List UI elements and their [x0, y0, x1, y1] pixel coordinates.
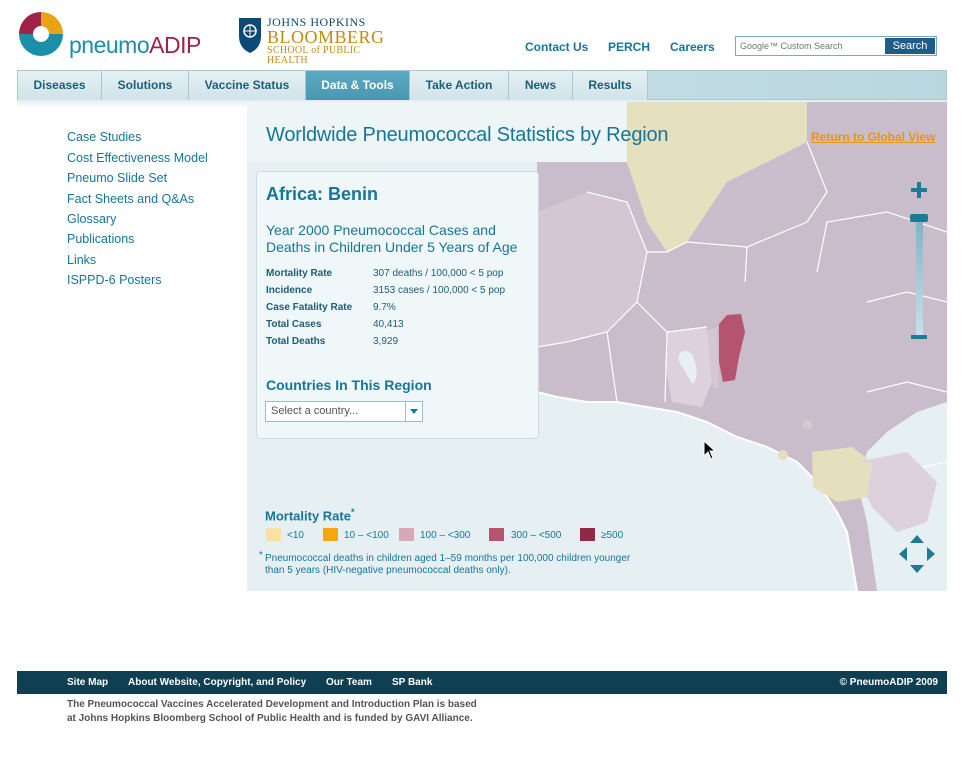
stat-label-incidence: Incidence: [266, 285, 313, 296]
search-button[interactable]: Search: [885, 38, 935, 54]
nav-vaccine-status[interactable]: Vaccine Status: [189, 71, 306, 100]
footnote-mark: *: [259, 550, 263, 561]
main-nav: Diseases Solutions Vaccine Status Data &…: [17, 70, 947, 100]
nav-data-tools[interactable]: Data & Tools: [306, 71, 410, 100]
legend-title: Mortality Rate*: [265, 507, 355, 524]
legend-swatch-lt10: [266, 528, 281, 541]
legend-swatch-300-500: [489, 528, 504, 541]
sidebar-item-isppd-6-posters[interactable]: ISPPD-6 Posters: [67, 273, 162, 287]
zoom-slider-track[interactable]: [916, 217, 923, 337]
legend-swatch-100-300: [399, 528, 414, 541]
country-title: Africa: Benin: [266, 184, 379, 204]
stat-value-mortality-rate: 307 deaths / 100,000 < 5 pop: [373, 268, 504, 279]
footer-bar: Site Map About Website, Copyright, and P…: [17, 671, 947, 694]
sidebar-item-glossary[interactable]: Glossary: [67, 212, 117, 226]
return-to-global-view-link[interactable]: Return to Global View: [811, 130, 936, 144]
region-map[interactable]: [247, 102, 947, 591]
shield-icon: [239, 18, 261, 53]
sidebar-item-links[interactable]: Links: [67, 253, 97, 267]
pneumoadip-logo-icon: [19, 12, 63, 56]
search-input[interactable]: [738, 38, 886, 54]
country-select-value: Select a country...: [271, 405, 359, 417]
map-coastline: [536, 391, 858, 591]
pneumoadip-logo[interactable]: pneumoADIP: [17, 10, 217, 62]
map-lake-volta: [678, 350, 697, 384]
logo-text: pneumoADIP: [69, 32, 201, 58]
pan-control-icon[interactable]: [897, 533, 937, 575]
sidebar-item-publications[interactable]: Publications: [67, 232, 135, 246]
zoom-in-icon[interactable]: [909, 180, 929, 200]
footer-link-our-team[interactable]: Our Team: [326, 677, 372, 688]
zoom-slider-handle[interactable]: [910, 214, 928, 222]
perch-link[interactable]: PERCH: [608, 40, 651, 54]
legend-label-gte500: ≥500: [601, 530, 624, 541]
stat-value-total-deaths: 3,929: [373, 336, 399, 347]
map-country-benin: [719, 314, 745, 382]
sidebar-item-pneumo-slide-set[interactable]: Pneumo Slide Set: [67, 171, 168, 185]
country-info-panel: Africa: Benin Year 2000 Pneumococcal Cas…: [256, 171, 539, 439]
chevron-down-icon[interactable]: [405, 402, 422, 421]
stat-label-mortality-rate: Mortality Rate: [266, 268, 333, 279]
map-country-west: [537, 192, 647, 347]
footer-text-line2: at Johns Hopkins Bloomberg School of Pub…: [67, 713, 473, 724]
stat-label-total-cases: Total Cases: [266, 319, 322, 330]
legend-swatch-gte500: [580, 528, 595, 541]
nav-results[interactable]: Results: [573, 71, 648, 100]
map-country-togo: [707, 328, 719, 389]
legend-label-10-100: 10 – <100: [344, 530, 389, 541]
stat-label-case-fatality-rate: Case Fatality Rate: [266, 302, 353, 313]
sidebar-item-fact-sheets[interactable]: Fact Sheets and Q&As: [67, 192, 195, 206]
footer-link-about-website[interactable]: About Website, Copyright, and Policy: [128, 677, 307, 688]
countries-in-region-heading: Countries In This Region: [266, 377, 432, 393]
nav-diseases[interactable]: Diseases: [18, 71, 102, 100]
careers-link[interactable]: Careers: [670, 40, 715, 54]
footer-text-line1: The Pneumococcal Vaccines Accelerated De…: [67, 699, 477, 710]
nav-solutions[interactable]: Solutions: [102, 71, 189, 100]
jhu-bloomberg-logo[interactable]: JOHNS HOPKINS BLOOMBERG SCHOOL of PUBLIC…: [237, 16, 384, 66]
map-country-congo: [857, 452, 937, 532]
footer-text: The Pneumococcal Vaccines Accelerated De…: [67, 698, 527, 726]
sidebar-item-cost-effectiveness-model[interactable]: Cost Effectiveness Model: [67, 151, 208, 165]
country-select[interactable]: Select a country...: [265, 401, 423, 422]
map-island-bioko: [802, 420, 812, 430]
jhu-line1: JOHNS HOPKINS: [267, 15, 366, 29]
contact-us-link[interactable]: Contact Us: [525, 40, 589, 54]
mouse-cursor-icon: [703, 440, 717, 460]
map-country-nigeria: [739, 272, 887, 432]
sidebar-item-case-studies[interactable]: Case Studies: [67, 130, 142, 144]
map-island-sao-tome: [778, 450, 788, 460]
map-area: Worldwide Pneumococcal Statistics by Reg…: [247, 102, 947, 591]
zoom-out-icon[interactable]: [909, 331, 929, 343]
map-title: Worldwide Pneumococcal Statistics by Reg…: [266, 124, 669, 146]
nav-news[interactable]: News: [509, 71, 573, 100]
jhu-line2: BLOOMBERG: [267, 27, 385, 47]
map-country-gabon: [812, 447, 872, 502]
jhu-line3: SCHOOL of PUBLIC HEALTH: [267, 45, 361, 66]
stats-heading: Year 2000 Pneumococcal Cases and Deaths …: [266, 222, 518, 255]
legend-swatch-10-100: [323, 528, 338, 541]
legend-footnote: Pneumococcal deaths in children aged 1–5…: [265, 553, 631, 576]
stat-value-incidence: 3153 cases / 100,000 < 5 pop: [373, 285, 506, 296]
legend-label-100-300: 100 – <300: [420, 530, 471, 541]
stat-value-case-fatality-rate: 9.7%: [373, 302, 396, 313]
nav-take-action[interactable]: Take Action: [410, 71, 509, 100]
stat-value-total-cases: 40,413: [373, 319, 404, 330]
footer-link-site-map[interactable]: Site Map: [67, 677, 109, 688]
footer-link-sp-bank[interactable]: SP Bank: [392, 677, 433, 688]
stat-label-total-deaths: Total Deaths: [266, 336, 326, 347]
legend-label-300-500: 300 – <500: [511, 530, 562, 541]
search-box: Search: [735, 36, 937, 56]
legend-label-lt10: <10: [287, 530, 304, 541]
map-country-north: [627, 102, 807, 252]
footer-copyright: © PneumoADIP 2009: [839, 677, 938, 688]
